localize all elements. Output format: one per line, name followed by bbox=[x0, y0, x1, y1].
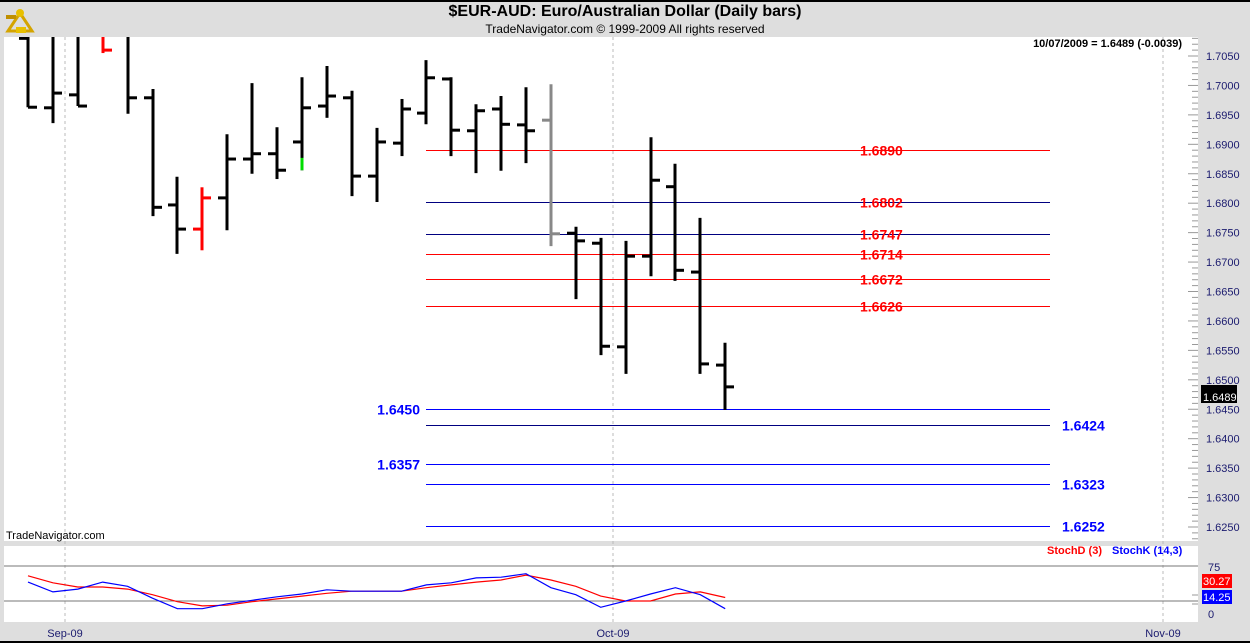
level-label: 1.6747 bbox=[860, 227, 903, 243]
y-tick-label: 1.6950 bbox=[1206, 110, 1240, 122]
level-label: 1.6802 bbox=[860, 195, 903, 211]
y-tick-label: 1.7000 bbox=[1206, 80, 1240, 92]
stoch-last-label: 14.25 bbox=[1203, 592, 1231, 604]
y-tick-label: 1.6600 bbox=[1206, 316, 1240, 328]
level-label: 1.6890 bbox=[860, 143, 903, 159]
level-label: 1.6714 bbox=[860, 247, 903, 263]
level-label: 1.6323 bbox=[1062, 477, 1105, 493]
stoch-tick-label: 0 bbox=[1208, 609, 1214, 621]
x-tick-label: Sep-09 bbox=[47, 628, 82, 640]
stoch-last-tag bbox=[1202, 590, 1232, 604]
sextant-icon bbox=[4, 5, 36, 40]
level-label: 1.6626 bbox=[860, 299, 903, 315]
y-tick-label: 1.6300 bbox=[1206, 493, 1240, 505]
y-tick-label: 1.6650 bbox=[1206, 287, 1240, 299]
chart-title: $EUR-AUD: Euro/Australian Dollar (Daily … bbox=[448, 3, 802, 20]
y-tick-label: 1.6800 bbox=[1206, 198, 1240, 210]
stoch-legend-entry: StochD (3) bbox=[1047, 545, 1102, 557]
x-tick-label: Nov-09 bbox=[1145, 628, 1180, 640]
y-tick-label: 1.6900 bbox=[1206, 139, 1240, 151]
last-price-tag bbox=[1201, 385, 1237, 403]
copyright-subtitle: TradeNavigator.com © 1999-2009 All right… bbox=[485, 22, 765, 36]
stoch-last-label: 30.27 bbox=[1203, 576, 1231, 588]
x-tick-label: Oct-09 bbox=[596, 628, 629, 640]
stoch-legend-entry: StochK (14,3) bbox=[1112, 545, 1183, 557]
stoch-tick-label: 75 bbox=[1208, 562, 1220, 574]
level-label: 1.6672 bbox=[860, 272, 903, 288]
y-tick-label: 1.6400 bbox=[1206, 434, 1240, 446]
y-tick-label: 1.6500 bbox=[1206, 375, 1240, 387]
y-tick-label: 1.6550 bbox=[1206, 345, 1240, 357]
ohlc-bars bbox=[19, 37, 734, 410]
level-label: 1.6252 bbox=[1062, 519, 1105, 535]
y-tick-label: 1.7050 bbox=[1206, 51, 1240, 63]
stoch-last-tag bbox=[1202, 574, 1232, 588]
watermark-text: TradeNavigator.com bbox=[6, 530, 105, 542]
level-label: 1.6357 bbox=[377, 457, 420, 473]
level-label: 1.6450 bbox=[377, 402, 420, 418]
y-tick-label: 1.6250 bbox=[1206, 522, 1240, 534]
y-tick-label: 1.6450 bbox=[1206, 404, 1240, 416]
stochastic-plot-area bbox=[4, 546, 1198, 622]
y-tick-label: 1.6750 bbox=[1206, 228, 1240, 240]
last-price-label: 1.6489 bbox=[1203, 392, 1237, 404]
level-label: 1.6424 bbox=[1062, 418, 1105, 434]
y-tick-label: 1.6700 bbox=[1206, 257, 1240, 269]
y-tick-label: 1.6350 bbox=[1206, 463, 1240, 475]
price-readout: 10/07/2009 = 1.6489 (-0.0039) bbox=[1033, 38, 1182, 50]
y-tick-label: 1.6850 bbox=[1206, 169, 1240, 181]
